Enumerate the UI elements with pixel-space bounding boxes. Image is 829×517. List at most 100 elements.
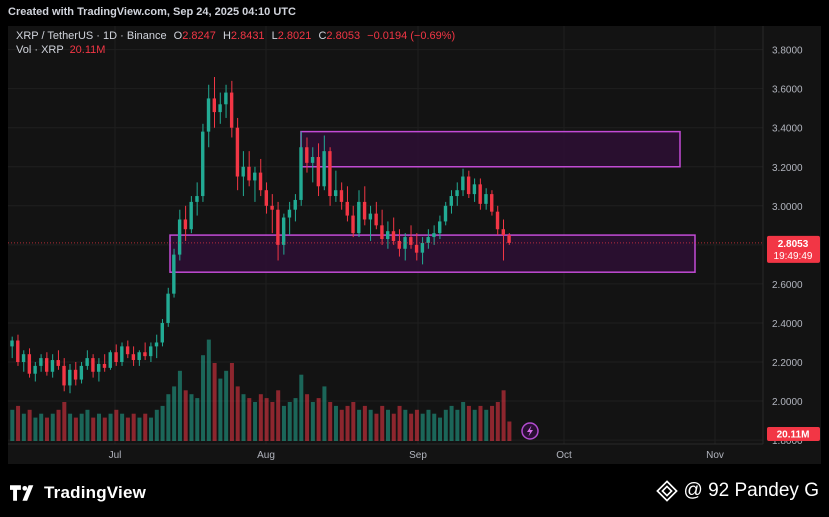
y-tick-label: 2.4000 xyxy=(772,319,803,330)
candle-body xyxy=(120,346,124,362)
candle-body xyxy=(137,352,141,361)
candle-body xyxy=(50,360,55,372)
candle-body xyxy=(409,237,413,245)
brand: TradingView xyxy=(10,483,146,503)
candle-body xyxy=(351,215,355,234)
candle-body xyxy=(328,151,332,197)
volume-bar xyxy=(166,394,171,441)
volume-bar xyxy=(131,413,136,441)
candle-body xyxy=(253,172,257,181)
candle-body xyxy=(177,219,182,255)
candle-body xyxy=(264,190,269,206)
candle-body xyxy=(258,172,263,191)
volume-bar xyxy=(91,417,96,441)
close-key: C xyxy=(318,30,327,42)
volume-bar xyxy=(414,409,419,441)
volume-bar xyxy=(21,413,26,441)
candle-body xyxy=(305,147,309,163)
volume-bar xyxy=(120,413,125,441)
top-bar: Created with TradingView.com, Sep 24, 20… xyxy=(0,0,829,24)
watermark: @ 92 Pandey G xyxy=(655,480,819,502)
price-badge-bg xyxy=(767,235,820,263)
symbol-title[interactable]: XRP / TetherUS · 1D · Binance xyxy=(16,30,167,42)
volume-bar xyxy=(322,386,327,441)
volume-bar xyxy=(357,409,362,441)
volume-bar xyxy=(455,409,460,441)
volume-bar xyxy=(339,409,344,441)
volume-bar xyxy=(478,405,483,441)
volume-bar xyxy=(501,390,506,441)
chart-svg[interactable]: 3.80003.60003.40003.20003.00002.80002.60… xyxy=(8,26,821,464)
candle-body xyxy=(125,346,130,355)
volume-bar xyxy=(195,398,200,441)
volume-bar xyxy=(374,413,379,441)
candle-body xyxy=(102,363,107,368)
chart-frame[interactable]: 3.80003.60003.40003.20003.00002.80002.60… xyxy=(8,26,821,464)
candle-body xyxy=(62,365,66,386)
candle-body xyxy=(426,237,430,243)
volume-bar xyxy=(85,409,90,441)
volume-bar xyxy=(149,417,154,441)
candle-body xyxy=(56,360,60,366)
candle-body xyxy=(201,131,205,197)
volume-bar xyxy=(206,339,211,441)
volume-bar xyxy=(241,394,246,441)
volume-bar xyxy=(102,417,107,441)
volume-bar xyxy=(293,398,298,441)
binance-diamond-icon xyxy=(655,480,678,502)
candle-body xyxy=(160,322,164,343)
candle-body xyxy=(172,254,176,294)
lightning-icon[interactable] xyxy=(521,422,539,440)
y-tick-label: 3.4000 xyxy=(772,124,803,135)
candle-body xyxy=(380,225,384,239)
candle-body xyxy=(44,358,49,372)
candle-body xyxy=(466,176,471,195)
volume-label[interactable]: Vol · XRP xyxy=(16,44,64,56)
y-tick-label: 3.6000 xyxy=(772,85,803,96)
volume-bar xyxy=(56,409,61,441)
volume-bar xyxy=(33,417,38,441)
candle-body xyxy=(224,92,228,105)
volume-bar xyxy=(409,413,414,441)
volume-bar xyxy=(472,409,477,441)
volume-bar xyxy=(333,405,338,441)
close-value: 2.8053 xyxy=(326,30,361,42)
volume-bar xyxy=(258,394,263,441)
volume-bar xyxy=(391,413,396,441)
volume-bar xyxy=(426,409,431,441)
volume-bar xyxy=(229,363,234,441)
volume-bar xyxy=(299,374,304,441)
x-tick-label: Nov xyxy=(706,450,724,461)
candle-body xyxy=(276,209,280,245)
candle-body xyxy=(183,219,188,230)
candle-body xyxy=(27,354,32,374)
candle-body xyxy=(287,209,292,218)
volume-bar xyxy=(316,398,321,441)
volume-bar xyxy=(189,394,194,441)
candle-body xyxy=(495,211,500,230)
candle-body xyxy=(10,340,14,347)
candle-body xyxy=(438,221,442,234)
volume-bar xyxy=(287,402,292,441)
volume-bar xyxy=(50,413,55,441)
candle-body xyxy=(391,231,396,241)
volume-bar xyxy=(345,405,350,441)
candle-body xyxy=(362,201,367,220)
volume-bar xyxy=(16,405,21,441)
volume-bar xyxy=(351,402,356,441)
volume-bar xyxy=(177,370,182,441)
volume-bar xyxy=(62,402,67,441)
volume-bar xyxy=(73,417,78,441)
candle-body xyxy=(143,352,147,357)
y-tick-label: 2.0000 xyxy=(772,397,803,408)
created-label: Created with TradingView.com, Sep 24, 20… xyxy=(8,6,296,18)
price-badge-value: 2.8053 xyxy=(778,239,809,250)
volume-bar xyxy=(143,413,148,441)
candle-body xyxy=(241,166,245,177)
volume-bar xyxy=(362,405,367,441)
candle-body xyxy=(443,205,448,222)
candle-body xyxy=(414,244,419,253)
candle-body xyxy=(501,229,505,236)
volume-bar xyxy=(490,405,495,441)
